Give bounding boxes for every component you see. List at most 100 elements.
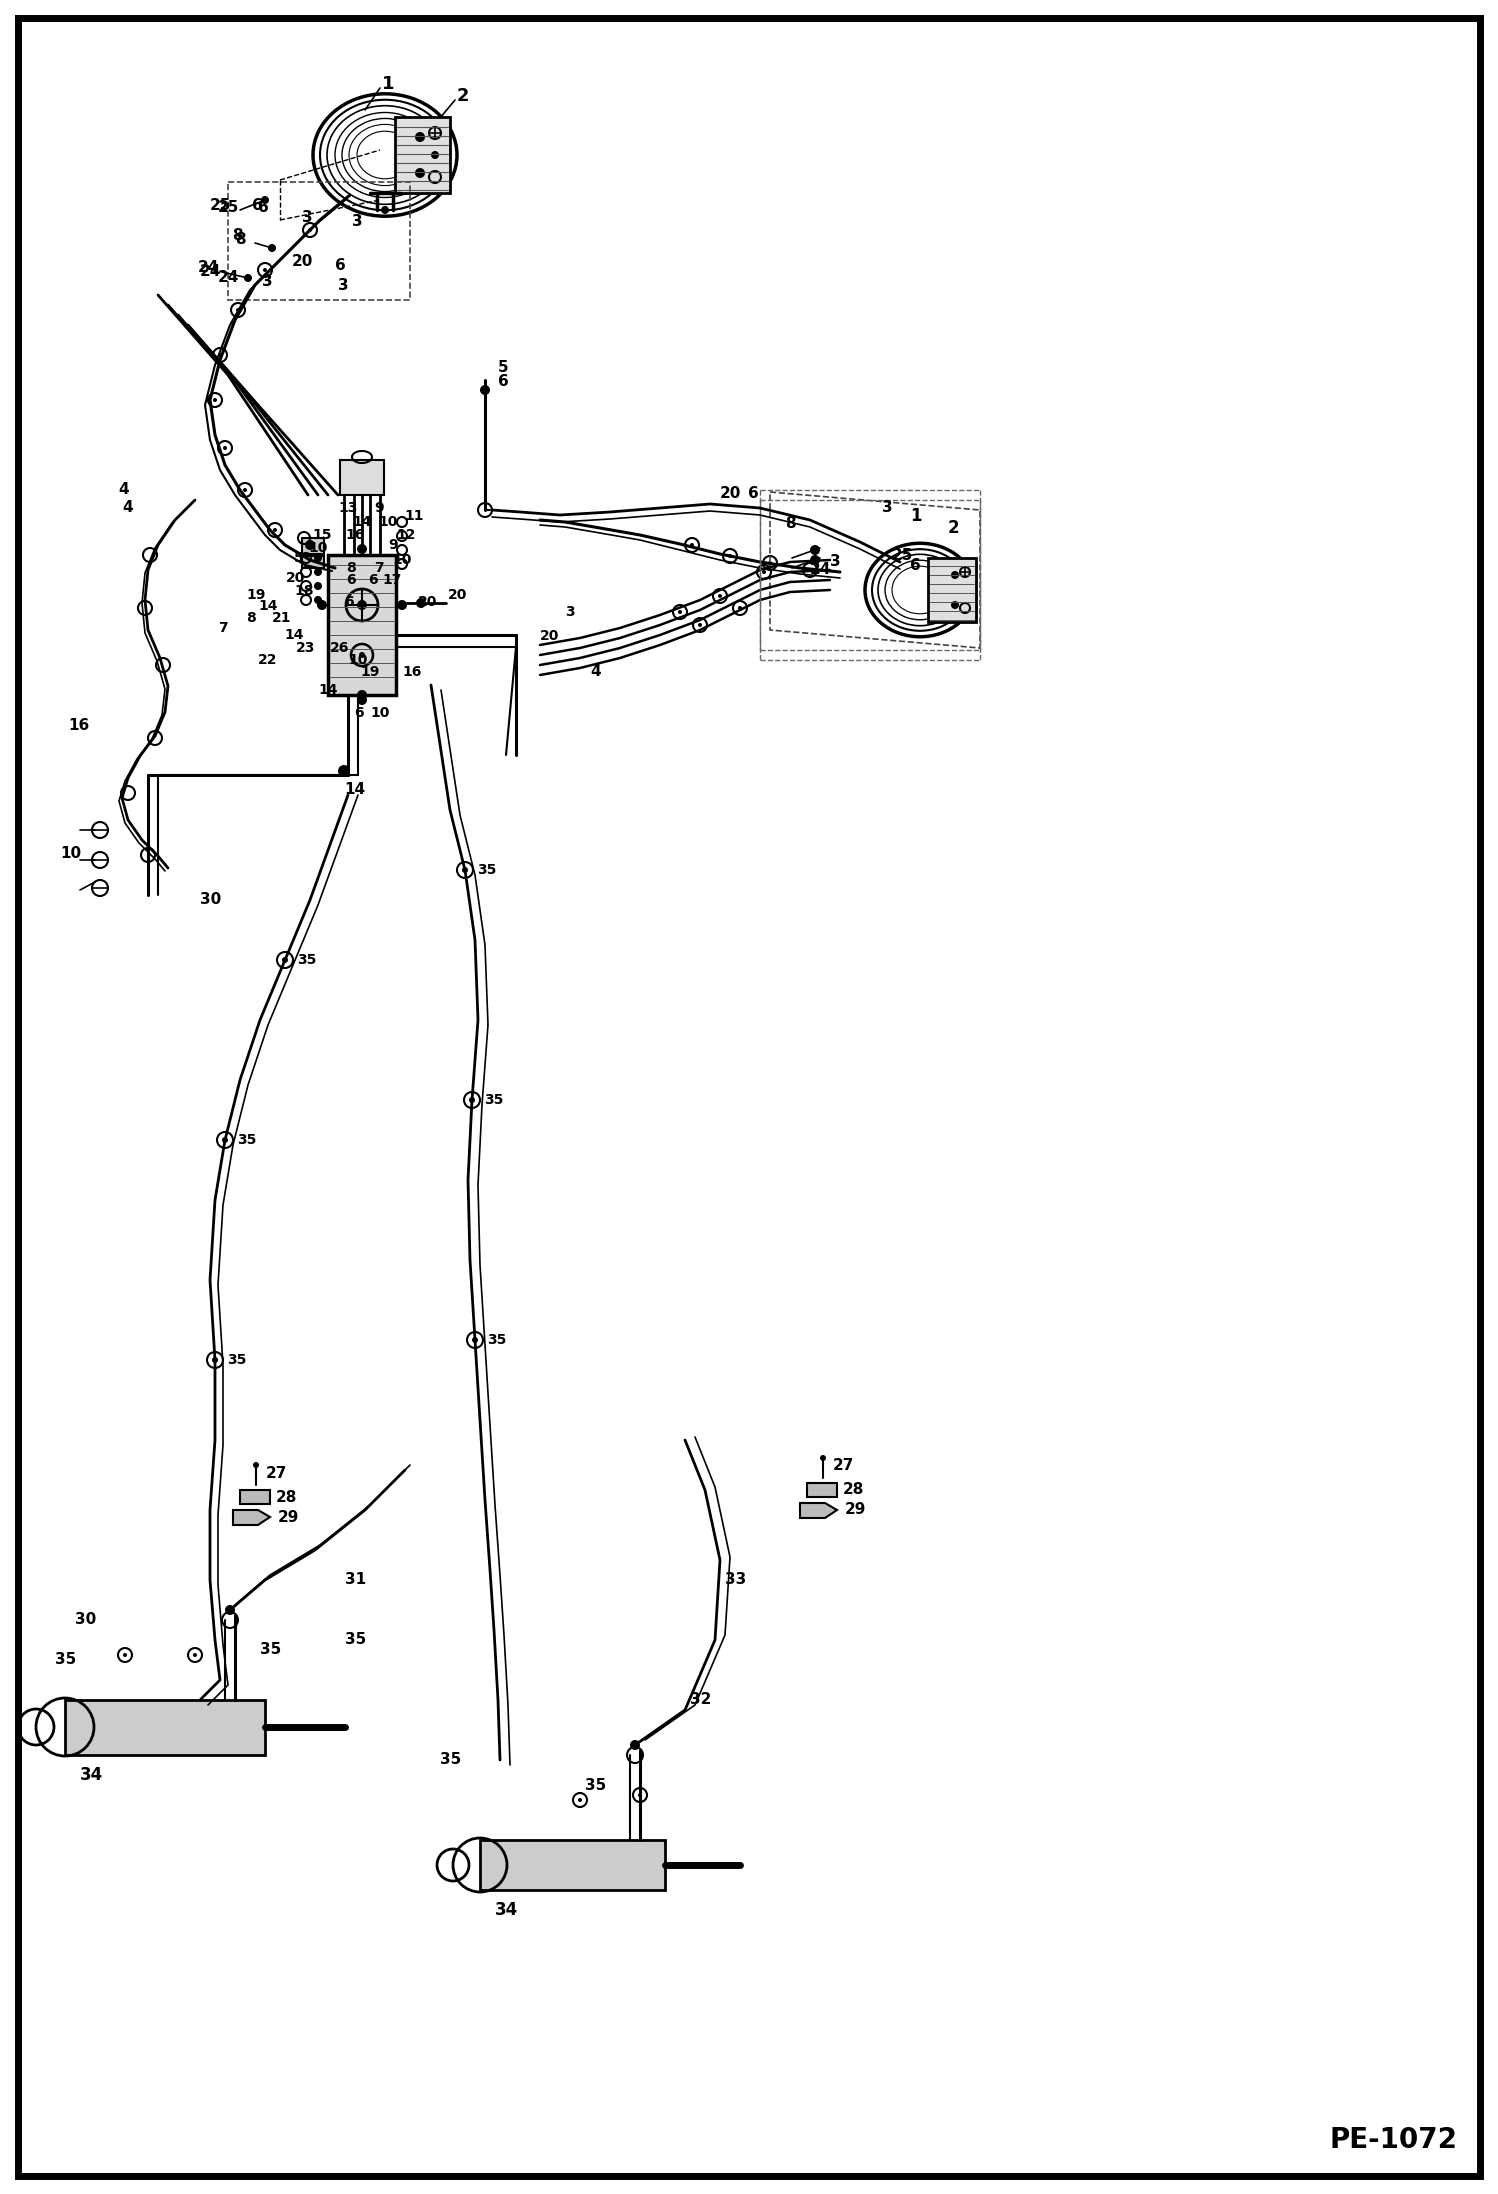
Circle shape bbox=[469, 1097, 475, 1104]
Circle shape bbox=[193, 1652, 198, 1656]
Text: 4: 4 bbox=[121, 500, 133, 516]
Text: 14: 14 bbox=[318, 682, 337, 698]
Text: 30: 30 bbox=[201, 893, 222, 908]
Text: 35: 35 bbox=[484, 1093, 503, 1108]
Text: 8: 8 bbox=[246, 610, 256, 625]
Text: 24: 24 bbox=[219, 270, 240, 285]
Circle shape bbox=[237, 307, 240, 312]
Text: 34: 34 bbox=[494, 1900, 518, 1920]
Bar bbox=[395, 116, 449, 193]
Text: 25: 25 bbox=[210, 197, 231, 213]
Circle shape bbox=[415, 169, 425, 178]
Circle shape bbox=[679, 610, 682, 614]
Text: 10: 10 bbox=[392, 553, 412, 566]
Text: 6: 6 bbox=[258, 200, 268, 215]
Polygon shape bbox=[800, 1503, 837, 1518]
Circle shape bbox=[219, 353, 222, 358]
Bar bbox=[340, 461, 383, 496]
Circle shape bbox=[472, 1336, 478, 1343]
Text: 10: 10 bbox=[348, 654, 367, 667]
Circle shape bbox=[339, 766, 351, 777]
Circle shape bbox=[357, 689, 367, 700]
Circle shape bbox=[306, 540, 315, 551]
Text: 3: 3 bbox=[303, 211, 313, 226]
Text: 2: 2 bbox=[457, 88, 469, 105]
Circle shape bbox=[691, 542, 694, 546]
Text: 6: 6 bbox=[354, 706, 364, 720]
Text: 9: 9 bbox=[388, 538, 397, 553]
Text: 6: 6 bbox=[369, 573, 377, 588]
Text: 16: 16 bbox=[67, 717, 90, 733]
Circle shape bbox=[631, 1740, 640, 1751]
Circle shape bbox=[273, 529, 277, 531]
Text: 35: 35 bbox=[345, 1632, 366, 1648]
Text: 3: 3 bbox=[565, 606, 575, 619]
Text: 6: 6 bbox=[748, 487, 759, 502]
Text: 10: 10 bbox=[370, 706, 389, 720]
Text: 8: 8 bbox=[785, 516, 795, 531]
Circle shape bbox=[819, 1455, 825, 1461]
Bar bbox=[927, 557, 977, 623]
Text: 31: 31 bbox=[345, 1573, 366, 1588]
Circle shape bbox=[213, 397, 217, 402]
Text: 6: 6 bbox=[336, 257, 346, 272]
Text: 10: 10 bbox=[309, 542, 328, 555]
Text: 12: 12 bbox=[395, 529, 415, 542]
Text: 13: 13 bbox=[339, 500, 358, 516]
Text: 30: 30 bbox=[75, 1613, 96, 1628]
Text: 15: 15 bbox=[312, 529, 331, 542]
Text: 33: 33 bbox=[725, 1573, 746, 1588]
Circle shape bbox=[315, 597, 322, 603]
Text: 7: 7 bbox=[374, 562, 383, 575]
Text: 35: 35 bbox=[228, 1354, 246, 1367]
Text: 25: 25 bbox=[891, 548, 914, 564]
Text: 5: 5 bbox=[294, 551, 304, 566]
Circle shape bbox=[380, 206, 389, 215]
Text: 9: 9 bbox=[374, 500, 383, 516]
Circle shape bbox=[807, 568, 812, 573]
Bar bbox=[64, 1700, 265, 1755]
Bar bbox=[240, 1490, 270, 1505]
Text: 35: 35 bbox=[237, 1132, 256, 1147]
Circle shape bbox=[357, 695, 367, 704]
Circle shape bbox=[578, 1799, 583, 1801]
Text: 27: 27 bbox=[833, 1459, 854, 1474]
Text: 11: 11 bbox=[404, 509, 424, 522]
Text: 6: 6 bbox=[909, 557, 921, 573]
Circle shape bbox=[360, 652, 366, 658]
Text: 3: 3 bbox=[882, 500, 893, 516]
Circle shape bbox=[264, 268, 267, 272]
Text: 20: 20 bbox=[448, 588, 467, 601]
Circle shape bbox=[479, 384, 490, 395]
Circle shape bbox=[638, 1792, 643, 1797]
Circle shape bbox=[357, 544, 367, 555]
Circle shape bbox=[123, 1652, 127, 1656]
Text: 20: 20 bbox=[539, 630, 559, 643]
Circle shape bbox=[261, 195, 270, 204]
Circle shape bbox=[222, 1136, 228, 1143]
Text: 20: 20 bbox=[721, 487, 742, 502]
Circle shape bbox=[762, 570, 765, 575]
Text: 18: 18 bbox=[294, 584, 313, 599]
Circle shape bbox=[244, 274, 252, 283]
Text: 3: 3 bbox=[339, 279, 349, 294]
Text: 28: 28 bbox=[276, 1490, 298, 1505]
Text: 8: 8 bbox=[346, 562, 355, 575]
Text: 16: 16 bbox=[401, 665, 421, 678]
Circle shape bbox=[213, 1358, 219, 1362]
Text: 14: 14 bbox=[285, 627, 304, 643]
Text: 6: 6 bbox=[345, 595, 354, 610]
Circle shape bbox=[461, 867, 467, 873]
Circle shape bbox=[253, 1461, 259, 1468]
Text: 19: 19 bbox=[360, 665, 379, 678]
Text: 23: 23 bbox=[297, 641, 316, 656]
Circle shape bbox=[223, 445, 228, 450]
Circle shape bbox=[282, 957, 288, 963]
Text: 3: 3 bbox=[352, 215, 363, 230]
Circle shape bbox=[951, 570, 959, 579]
Text: 28: 28 bbox=[843, 1483, 864, 1499]
Text: 1: 1 bbox=[909, 507, 921, 524]
Text: 35: 35 bbox=[487, 1334, 506, 1347]
Text: 22: 22 bbox=[258, 654, 277, 667]
Circle shape bbox=[810, 544, 819, 555]
